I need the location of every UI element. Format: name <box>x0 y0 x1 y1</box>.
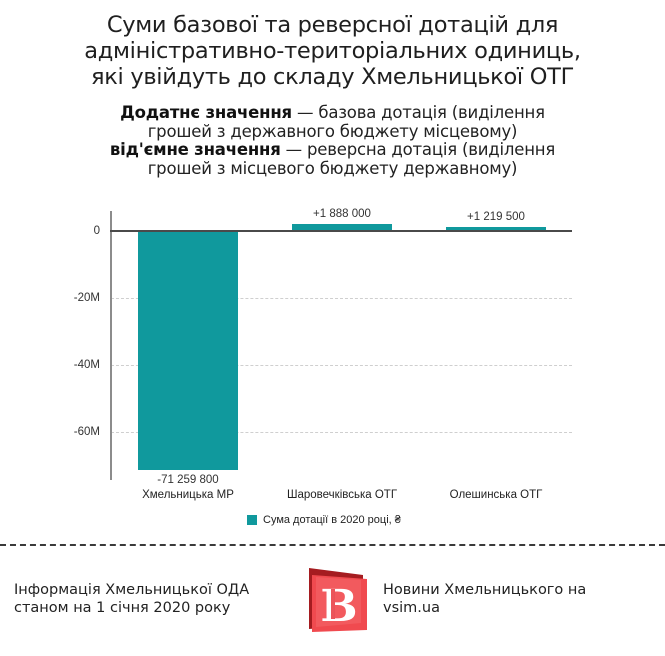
x-label-khmelnytska-mr: Хмельницька МР <box>142 489 234 501</box>
site-note: Новини Хмельницького на vsim.ua <box>383 581 586 617</box>
title-line-3: які увійдуть до складу Хмельницької ОТГ <box>90 64 574 90</box>
vsim-logo-icon[interactable]: B <box>303 565 369 633</box>
gridline-minus-40m <box>111 365 572 366</box>
title-line-2: адміністративно-територіальних одиниць, <box>84 38 581 64</box>
chart-legend: Сума дотації в 2020 році, ₴ <box>247 514 401 526</box>
explanation-line-3: від'ємне значення — реверсна дотація (ви… <box>0 140 665 160</box>
data-label-khmelnytska-mr: -71 259 800 <box>157 474 219 486</box>
bar-khmelnytska-mr[interactable] <box>138 231 238 470</box>
legend-swatch <box>247 515 257 525</box>
gridline-minus-20m <box>111 298 572 299</box>
y-tick-minus-20m: -20M <box>73 292 100 304</box>
y-tick-minus-60m: -60M <box>73 426 100 438</box>
x-label-sharovechkivska-otg: Шаровечківська ОТГ <box>286 489 398 501</box>
negative-description: — реверсна дотація (виділення <box>280 140 556 159</box>
source-line-1: Інформація Хмельницької ОДА <box>14 582 250 598</box>
negative-term: від'ємне значення <box>109 140 281 159</box>
y-tick-0: 0 <box>93 225 100 237</box>
source-note: Інформація Хмельницької ОДА станом на 1 … <box>14 581 249 617</box>
x-label-oleshynska-otg: Олешинська ОТГ <box>449 489 543 501</box>
legend-label: Сума дотації в 2020 році, ₴ <box>263 514 401 526</box>
gridline-minus-60m <box>111 432 572 433</box>
positive-description: — базова дотація (виділення <box>291 103 545 122</box>
y-tick-minus-40m: -40M <box>73 359 100 371</box>
explanation-line-4: грошей з місцевого бюджету державному) <box>147 158 518 178</box>
site-line-2[interactable]: vsim.ua <box>383 600 440 616</box>
data-label-oleshynska-otg: +1 219 500 <box>467 211 525 223</box>
source-line-2: станом на 1 січня 2020 року <box>14 600 231 616</box>
site-line-1: Новини Хмельницького на <box>383 582 587 598</box>
bar-oleshynska-otg[interactable] <box>446 227 546 231</box>
chart-title: Суми базової та реверсної дотацій для ад… <box>0 12 665 90</box>
y-axis <box>110 211 112 480</box>
data-label-sharovechkivska-otg: +1 888 000 <box>313 208 371 220</box>
svg-text:B: B <box>320 581 357 632</box>
zero-baseline <box>110 230 572 232</box>
bar-sharovechkivska-otg[interactable] <box>292 224 392 231</box>
chart-explanation: Додатнє значення — базова дотація (виділ… <box>0 103 665 178</box>
explanation-line-2: грошей з державного бюджету місцевому) <box>147 121 518 141</box>
title-line-1: Суми базової та реверсної дотацій для <box>106 12 559 38</box>
positive-term: Додатнє значення <box>120 103 292 122</box>
bar-chart: 0 -20M -40M -60M -71 259 800 +1 888 000 … <box>73 208 572 526</box>
explanation-line-1: Додатнє значення — базова дотація (виділ… <box>0 103 665 123</box>
dashed-separator <box>0 544 665 546</box>
